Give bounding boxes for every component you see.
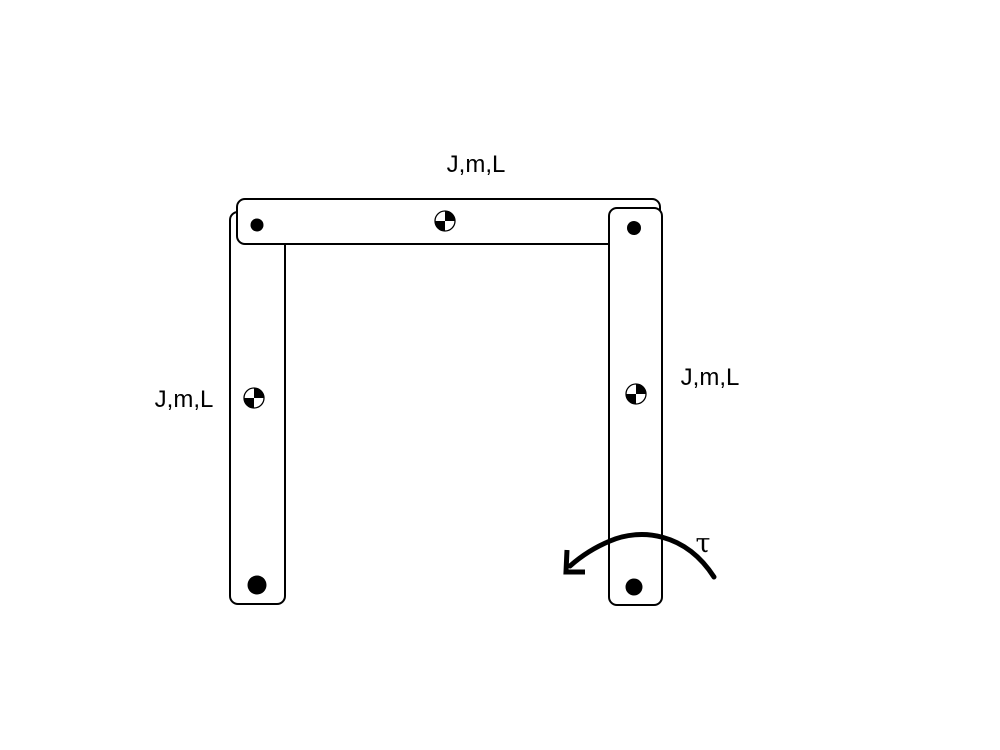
- ground-pin-joint-icon: [625, 578, 643, 596]
- center-of-mass-icon: [243, 387, 265, 409]
- center-of-mass-icon: [625, 383, 647, 405]
- left-link-label: J,m,L: [155, 386, 214, 413]
- torque-arrow-icon: [563, 532, 717, 580]
- torque-label: τ: [696, 528, 711, 559]
- ground-pin-joint-icon: [247, 575, 267, 595]
- pin-joint-icon: [250, 218, 264, 232]
- pin-joint-icon: [627, 221, 641, 235]
- right-link: [608, 207, 663, 606]
- top-link-label: J,m,L: [447, 151, 506, 178]
- right-link-body: [608, 207, 663, 606]
- center-of-mass-icon: [434, 210, 456, 232]
- right-link-label: J,m,L: [681, 364, 740, 391]
